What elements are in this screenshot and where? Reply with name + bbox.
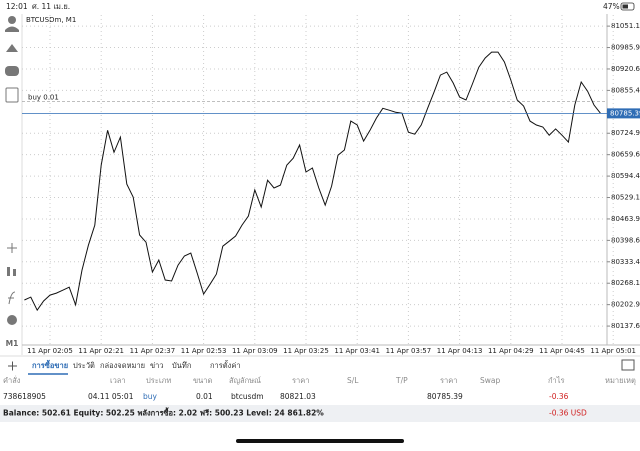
x-tick-label: 11 Apr 03:09 <box>232 347 278 355</box>
cell-price: 80785.39 <box>427 392 463 401</box>
account-total: -0.36 USD <box>549 409 587 418</box>
current-price-label: 80785.39 <box>610 109 640 117</box>
indicator-icon-2 <box>13 269 16 276</box>
column-header: ขนาด <box>193 376 212 385</box>
x-tick-label: 11 Apr 02:37 <box>130 347 176 355</box>
column-header: S/L <box>347 376 359 385</box>
trade-icon[interactable] <box>6 44 18 52</box>
battery-level: 47% <box>603 2 620 11</box>
function-icon[interactable] <box>8 291 16 305</box>
status-time: 12:01 <box>6 2 28 11</box>
battery-icon <box>620 2 635 11</box>
tab[interactable]: กล่องจดหมาย <box>100 361 145 370</box>
positions-table: คำสั่ง เวลา ประเภท ขนาด สัญลักษณ์ ราคา S/L T/P ร… <box>3 375 636 401</box>
x-tick-label: 11 Apr 04:13 <box>437 347 483 355</box>
indicator-icon[interactable] <box>7 267 10 276</box>
x-tick-label: 11 Apr 02:05 <box>27 347 73 355</box>
cell-profit: -0.36 <box>549 392 569 401</box>
y-tick-label: 80202.90 <box>611 301 640 309</box>
cell-symbol: btcusdm <box>231 392 264 401</box>
cell-volume: 0.01 <box>196 392 213 401</box>
y-tick-label: 80724.90 <box>611 129 640 137</box>
y-tick-label: 80529.15 <box>611 194 640 202</box>
column-header: ราคา <box>292 376 309 385</box>
tab[interactable]: การซื้อขาย <box>32 359 68 370</box>
objects-icon[interactable] <box>7 315 17 325</box>
column-header: เวลา <box>110 376 126 385</box>
column-header: Swap <box>480 376 500 385</box>
status-date: ศ. 11 เม.ย. <box>32 2 70 11</box>
column-header: กำไร <box>548 376 565 385</box>
tab[interactable]: ข่าว <box>150 361 164 370</box>
plot: 81051.15 80985.90 80920.65 80855.40 80724.90… <box>22 15 640 355</box>
y-tick-label: 80920.65 <box>611 65 640 73</box>
current-price-box <box>607 108 640 119</box>
x-tick-label: 11 Apr 03:41 <box>334 347 380 355</box>
x-tick-label: 11 Apr 03:57 <box>386 347 432 355</box>
x-tick-label: 11 Apr 04:29 <box>488 347 534 355</box>
tab[interactable]: บันทึก <box>172 361 191 370</box>
y-tick-label: 80659.65 <box>611 151 640 159</box>
y-tick-label: 80985.90 <box>611 44 640 52</box>
x-tick-label: 11 Apr 04:45 <box>539 347 585 355</box>
x-tick-label: 11 Apr 05:01 <box>590 347 636 355</box>
timeframe-button[interactable]: M1 <box>6 339 19 348</box>
column-header: หมายเหตุ <box>605 376 636 385</box>
y-tick-label: 80855.40 <box>611 86 640 94</box>
y-tick-label: 80594.40 <box>611 172 640 180</box>
y-tick-label: 80398.65 <box>611 236 640 244</box>
chat-icon[interactable] <box>5 66 19 76</box>
crosshair-icon[interactable] <box>7 243 17 253</box>
x-tick-label: 11 Apr 03:25 <box>283 347 329 355</box>
account-bar <box>0 405 640 422</box>
price-line <box>24 51 601 312</box>
new-order-icon[interactable] <box>5 87 19 103</box>
column-header: T/P <box>395 376 408 385</box>
battery-fill <box>622 4 628 9</box>
tabs: การซื้อขาย ประวัติ กล่องจดหมาย ข่าว บันทึก กา… <box>28 359 241 375</box>
cell-order[interactable]: 738618905 <box>3 392 46 401</box>
tab[interactable]: ประวัติ <box>73 361 95 370</box>
cell-time: 04.11 05:01 <box>88 392 134 401</box>
add-button[interactable] <box>8 361 17 371</box>
column-header: ประเภท <box>146 376 171 385</box>
x-tick-label: 11 Apr 02:53 <box>181 347 227 355</box>
home-indicator <box>236 439 404 443</box>
y-tick-label: 80137.65 <box>611 322 640 330</box>
panel-icon[interactable] <box>621 359 635 371</box>
account-summary: Balance: 502.61 Equity: 502.25 พลังการซื… <box>3 407 324 418</box>
y-tick-label: 80333.40 <box>611 258 640 266</box>
cell-type: buy <box>143 392 158 401</box>
column-header: ราคา <box>440 376 457 385</box>
account-icon-body <box>5 26 19 32</box>
order-label: buy 0.01 <box>28 94 59 102</box>
y-tick-label: 80463.90 <box>611 215 640 223</box>
cell-open-price: 80821.03 <box>280 392 316 401</box>
y-tick-label: 80268.15 <box>611 279 640 287</box>
account-icon[interactable] <box>8 16 16 24</box>
x-tick-label: 11 Apr 02:21 <box>78 347 124 355</box>
column-header: คำสั่ง <box>3 375 21 385</box>
y-tick-label: 81051.15 <box>611 22 640 30</box>
column-header: สัญลักษณ์ <box>229 376 261 385</box>
toolbar-icons <box>5 16 19 325</box>
tab[interactable]: การตั้งค่า <box>210 360 241 370</box>
chart-title: BTCUSDm, M1 <box>26 16 76 24</box>
